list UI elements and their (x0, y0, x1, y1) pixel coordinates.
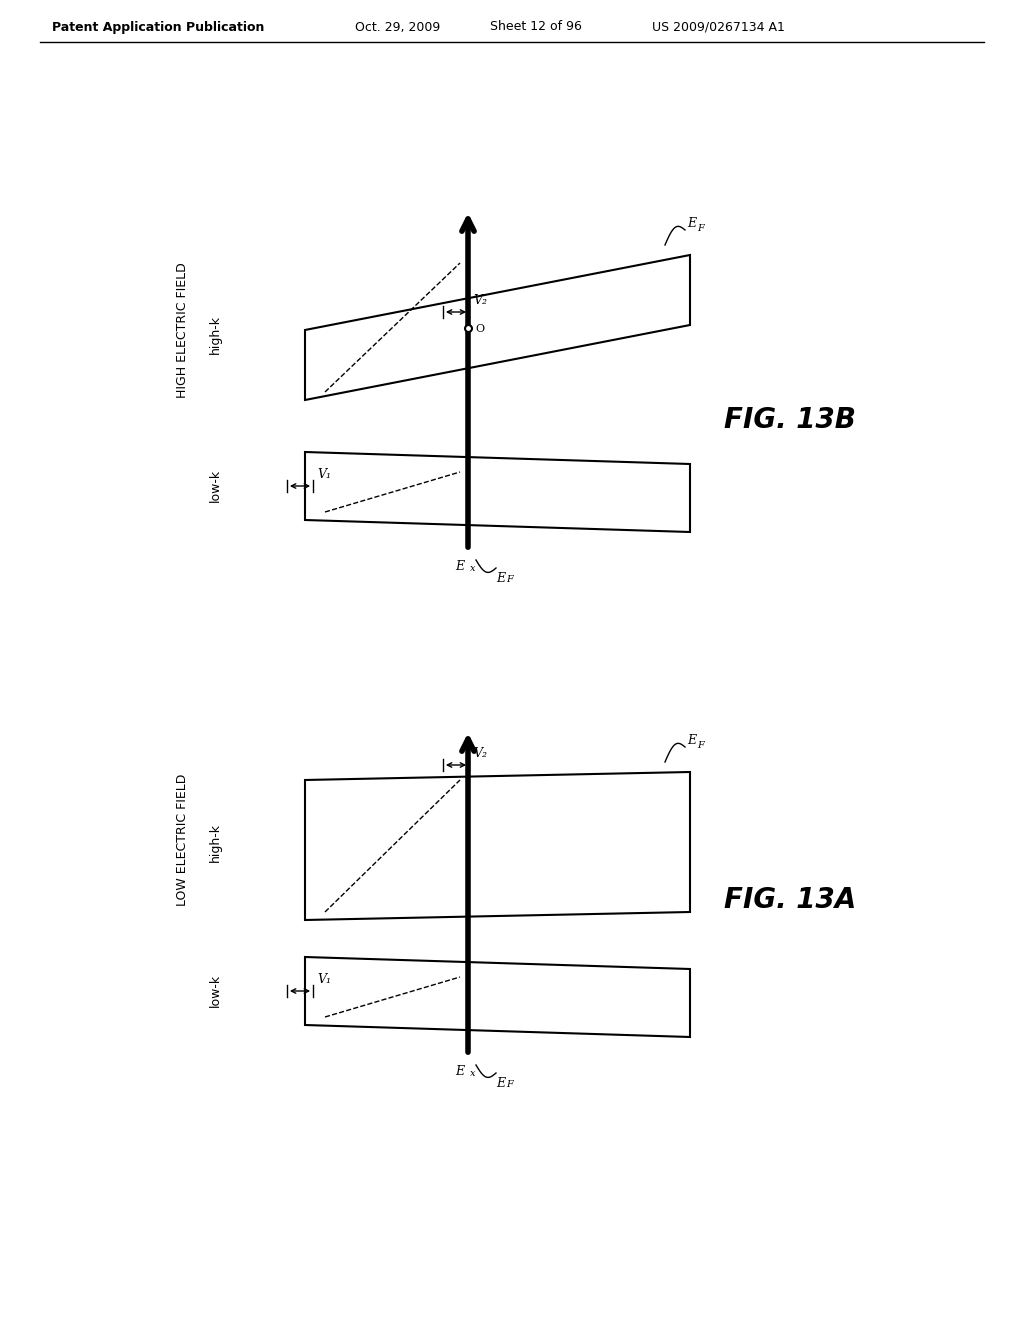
Text: V₁: V₁ (317, 973, 331, 986)
Text: x: x (470, 564, 475, 573)
Text: high-k: high-k (209, 822, 221, 862)
Text: V₁: V₁ (317, 469, 331, 480)
Text: low-k: low-k (209, 973, 221, 1007)
Text: V₂: V₂ (473, 747, 487, 760)
Text: LOW ELECTRIC FIELD: LOW ELECTRIC FIELD (175, 774, 188, 907)
Text: Oct. 29, 2009: Oct. 29, 2009 (355, 21, 440, 33)
Text: E: E (496, 572, 505, 585)
Text: E: E (455, 560, 464, 573)
Text: E: E (455, 1065, 464, 1078)
Text: F: F (506, 576, 513, 583)
Text: F: F (697, 224, 703, 234)
Text: O: O (475, 325, 484, 334)
Text: E: E (496, 1077, 505, 1090)
Text: F: F (697, 741, 703, 750)
Text: E: E (687, 216, 696, 230)
Text: HIGH ELECTRIC FIELD: HIGH ELECTRIC FIELD (175, 263, 188, 397)
Text: V₂: V₂ (473, 294, 487, 308)
Text: FIG. 13A: FIG. 13A (724, 886, 856, 913)
Text: E: E (687, 734, 696, 747)
Text: Patent Application Publication: Patent Application Publication (52, 21, 264, 33)
Text: x: x (470, 1069, 475, 1078)
Text: high-k: high-k (209, 315, 221, 355)
Text: US 2009/0267134 A1: US 2009/0267134 A1 (652, 21, 784, 33)
Text: Sheet 12 of 96: Sheet 12 of 96 (490, 21, 582, 33)
Text: FIG. 13B: FIG. 13B (724, 407, 856, 434)
Text: F: F (506, 1080, 513, 1089)
Text: low-k: low-k (209, 469, 221, 502)
